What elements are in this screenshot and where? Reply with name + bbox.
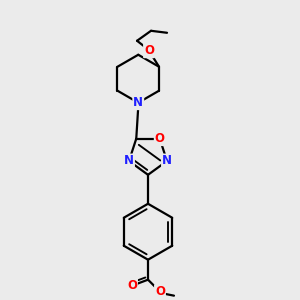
Text: O: O (127, 279, 137, 292)
Text: N: N (124, 154, 134, 167)
Text: O: O (155, 132, 165, 145)
Text: N: N (133, 96, 143, 109)
Text: O: O (155, 285, 165, 298)
Text: N: N (162, 154, 172, 167)
Text: O: O (144, 44, 154, 57)
